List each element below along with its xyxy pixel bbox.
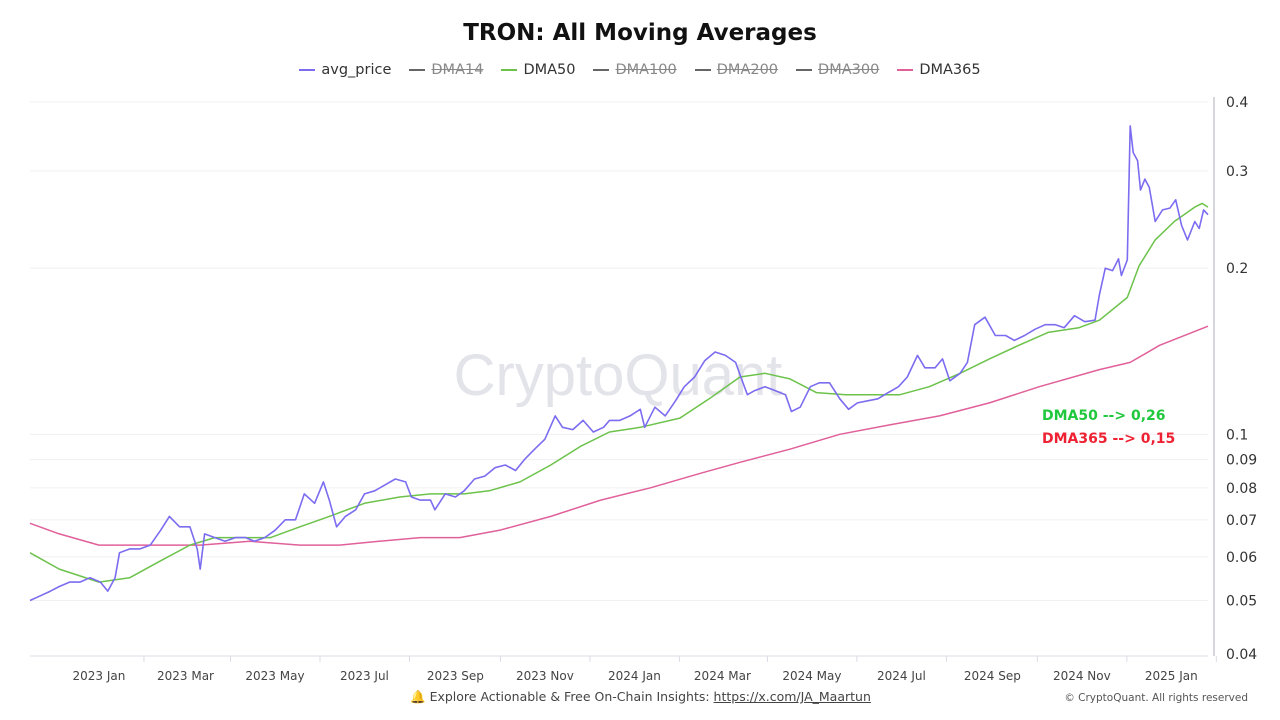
y-tick-label: 0.05 bbox=[1226, 594, 1257, 610]
series-line-dma365 bbox=[29, 325, 1209, 546]
x-tick-label: 2024 Sep bbox=[964, 669, 1021, 683]
x-tick-label: 2025 Jan bbox=[1145, 669, 1198, 683]
x-tick-label: 2023 Jul bbox=[340, 669, 389, 683]
y-tick-label: 0.1 bbox=[1226, 427, 1248, 443]
legend-label: DMA200 bbox=[716, 62, 779, 78]
legend-swatch bbox=[796, 69, 813, 71]
legend-label: DMA50 bbox=[523, 62, 576, 78]
legend-label: avg_price bbox=[321, 62, 392, 78]
y-tick-label: 0.4 bbox=[1226, 95, 1248, 111]
legend-label: DMA14 bbox=[431, 62, 484, 78]
y-tick-label: 0.3 bbox=[1226, 164, 1248, 180]
footer-promo: 🔔 Explore Actionable & Free On-Chain Ins… bbox=[410, 689, 871, 705]
y-tick-label: 0.04 bbox=[1226, 647, 1257, 663]
legend-swatch bbox=[694, 69, 711, 71]
chart-title: TRON: All Moving Averages bbox=[463, 20, 817, 46]
x-tick-label: 2024 Nov bbox=[1053, 669, 1111, 683]
legend-item-dma100[interactable]: DMA100 bbox=[593, 62, 677, 78]
x-tick-label: 2023 Mar bbox=[157, 669, 214, 683]
legend-label: DMA365 bbox=[919, 62, 981, 78]
x-tick-label: 2023 Nov bbox=[516, 669, 574, 683]
x-tick-label: 2024 May bbox=[782, 669, 841, 683]
legend-swatch bbox=[593, 69, 610, 71]
copyright: © CryptoQuant. All rights reserved bbox=[1064, 692, 1248, 704]
legend-swatch bbox=[897, 69, 914, 71]
y-tick-label: 0.07 bbox=[1226, 513, 1257, 529]
series-line-avg-price bbox=[29, 125, 1209, 602]
legend: avg_price DMA14 DMA50 DMA100 DMA200 DMA300 DMA… bbox=[0, 62, 1280, 78]
y-tick-label: 0.09 bbox=[1226, 453, 1257, 469]
x-tick-label: 2024 Jul bbox=[877, 669, 926, 683]
x-tick-label: 2023 May bbox=[245, 669, 304, 683]
bell-icon: 🔔 bbox=[410, 689, 426, 704]
footer-link[interactable]: https://x.com/JA_Maartun bbox=[713, 689, 871, 704]
legend-label: DMA100 bbox=[615, 62, 677, 78]
y-tick-label: 0.2 bbox=[1226, 261, 1248, 277]
legend-item-dma50[interactable]: DMA50 bbox=[501, 62, 575, 78]
y-tick-label: 0.08 bbox=[1226, 481, 1257, 497]
footer-text: Explore Actionable & Free On-Chain Insig… bbox=[429, 689, 714, 704]
x-tick-label: 2024 Jan bbox=[608, 669, 661, 683]
legend-swatch bbox=[501, 69, 518, 71]
legend-swatch bbox=[409, 69, 426, 71]
x-tick-label: 2024 Mar bbox=[694, 669, 751, 683]
legend-label: DMA300 bbox=[818, 62, 880, 78]
legend-item-dma200[interactable]: DMA200 bbox=[694, 62, 779, 78]
grid bbox=[30, 101, 1208, 602]
series-line-dma50 bbox=[29, 202, 1209, 583]
y-axis: 0.04 0.05 0.06 0.07 0.08 0.09 0.1 0.2 0.3 0.4 bbox=[1213, 95, 1257, 663]
legend-item-dma14[interactable]: DMA14 bbox=[409, 62, 483, 78]
watermark: CryptoQuant bbox=[454, 343, 783, 408]
annotation-dma50: DMA50 --> 0,26 bbox=[1042, 408, 1166, 424]
legend-item-dma365[interactable]: DMA365 bbox=[897, 62, 981, 78]
y-tick-label: 0.06 bbox=[1226, 550, 1257, 566]
legend-item-dma300[interactable]: DMA300 bbox=[796, 62, 879, 78]
x-tick-label: 2023 Sep bbox=[427, 669, 484, 683]
annotation-dma365: DMA365 --> 0,15 bbox=[1042, 431, 1176, 447]
x-axis: 2023 Jan 2023 Mar 2023 May 2023 Jul 2023 Sep… bbox=[30, 655, 1217, 683]
x-tick-label: 2023 Jan bbox=[73, 669, 126, 683]
legend-swatch bbox=[299, 69, 316, 71]
legend-item-avg-price[interactable]: avg_price bbox=[299, 62, 391, 78]
series-lines bbox=[29, 125, 1209, 602]
